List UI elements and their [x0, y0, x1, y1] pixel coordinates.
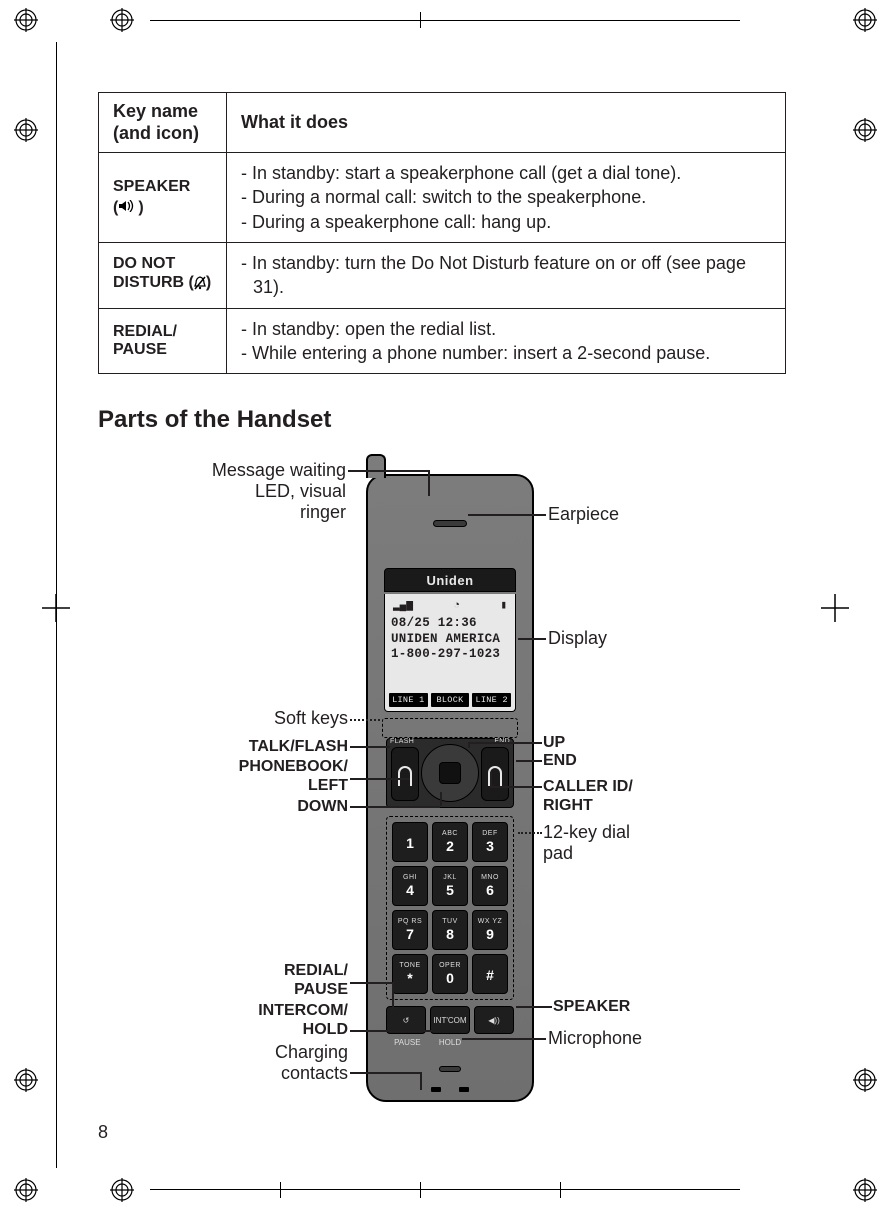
callout-up: UP	[543, 734, 565, 752]
callout-down: DOWN	[288, 798, 348, 816]
screen-line: 08/25 12:36	[391, 616, 509, 632]
table-row: REDIAL/ PAUSE - In standby: open the red…	[99, 308, 786, 374]
screen-line: UNIDEN AMERICA	[391, 632, 509, 648]
table-header-keyname: Key name (and icon)	[99, 93, 227, 153]
edge-tick	[420, 1182, 421, 1198]
key-label: SPEAKER	[113, 178, 190, 195]
dial-key: GHI4	[392, 866, 428, 906]
callout-talkflash: TALK/FLASH	[228, 738, 348, 756]
reg-mark	[14, 1178, 38, 1202]
callout-phonebook: PHONEBOOK/ LEFT	[218, 758, 348, 795]
dial-key: DEF3	[472, 822, 508, 862]
callout-earpiece: Earpiece	[548, 504, 619, 525]
reg-mark	[14, 118, 38, 142]
dial-key: WX YZ9	[472, 910, 508, 950]
reg-mark	[853, 8, 877, 32]
reg-mark	[14, 8, 38, 32]
reg-mark	[853, 1178, 877, 1202]
dpad	[421, 744, 479, 802]
callout-message-led: Message waiting LED, visual ringer	[206, 460, 346, 522]
edge-tick	[280, 1182, 281, 1198]
key-description: - In standby: start a speakerphone call …	[227, 153, 786, 243]
dial-key: 1	[392, 822, 428, 862]
nav-sublabel: FLASH	[390, 738, 414, 745]
callout-dialpad: 12-key dial pad	[543, 822, 633, 863]
key-description: - In standby: turn the Do Not Disturb fe…	[227, 243, 786, 309]
table-row: SPEAKER () - In standby: start a speaker…	[99, 153, 786, 243]
callout-redial: REDIAL/ PAUSE	[258, 962, 348, 999]
reg-mark	[110, 8, 134, 32]
reg-mark	[14, 1068, 38, 1092]
dial-key: MNO6	[472, 866, 508, 906]
reg-mark	[853, 118, 877, 142]
dial-key: JKL5	[432, 866, 468, 906]
key-function-table: Key name (and icon) What it does SPEAKER…	[98, 92, 786, 374]
dial-key: PQ RS7	[392, 910, 428, 950]
callout-callerid: CALLER ID/ RIGHT	[543, 778, 663, 815]
dial-key: TUV8	[432, 910, 468, 950]
edge-line	[150, 20, 740, 21]
dialpad-outline: 1ABC2DEF3 GHI4JKL5MNO6 PQ RS7TUV8WX YZ9 TON…	[386, 816, 514, 1000]
section-title: Parts of the Handset	[98, 406, 786, 434]
clock-icon: ◔	[453, 600, 460, 614]
dial-key: TONE*	[392, 954, 428, 994]
softkey-label: BLOCK	[431, 693, 470, 708]
key-label: DO NOT DISTURB	[113, 255, 184, 290]
display-screen: ▂▄▆ ◔ ▮ 08/25 12:36 UNIDEN AMERICA 1-800…	[384, 594, 516, 712]
microphone-slot	[439, 1066, 461, 1072]
screen-line: 1-800-297-1023	[391, 647, 509, 663]
table-header-whatitdoes: What it does	[227, 93, 786, 153]
table-row: DO NOT DISTURB () - In standby: turn the…	[99, 243, 786, 309]
softkey-label: LINE 2	[472, 693, 511, 708]
nav-cluster: FLASH END	[386, 738, 514, 808]
key-label: REDIAL/ PAUSE	[113, 323, 177, 358]
dial-key: ABC2	[432, 822, 468, 862]
reg-mark	[110, 1178, 134, 1202]
softkey-label: LINE 1	[389, 693, 428, 708]
crop-mark	[821, 594, 849, 622]
battery-icon: ▮	[500, 600, 507, 614]
earpiece-slot	[433, 520, 467, 527]
softkeys-outline	[382, 718, 518, 738]
page-content: Key name (and icon) What it does SPEAKER…	[98, 92, 786, 1132]
callout-intercom: INTERCOM/ HOLD	[238, 1002, 348, 1039]
callout-softkeys: Soft keys	[268, 708, 348, 729]
edge-tick	[420, 12, 421, 28]
brand-label: Uniden	[384, 568, 516, 592]
dial-key: #	[472, 954, 508, 994]
callout-speaker: SPEAKER	[553, 998, 630, 1016]
key-description: - In standby: open the redial list. - Wh…	[227, 308, 786, 374]
speaker-icon: ()	[113, 199, 144, 217]
handset-diagram: Uniden ▂▄▆ ◔ ▮ 08/25 12:36 UNIDEN AMERIC…	[98, 452, 786, 1132]
reg-mark	[853, 1068, 877, 1092]
antenna	[366, 454, 386, 478]
callout-microphone: Microphone	[548, 1028, 642, 1049]
edge-line	[56, 42, 57, 1168]
edge-line	[150, 1189, 740, 1190]
speaker-key: ◀))	[474, 1006, 514, 1034]
talk-key	[391, 747, 419, 801]
dial-key: OPER0	[432, 954, 468, 994]
bottom-sub-labels: PAUSE HOLD	[386, 1038, 514, 1052]
dnd-icon	[194, 276, 206, 295]
callout-end: END	[543, 752, 577, 770]
edge-tick	[560, 1182, 561, 1198]
end-key	[481, 747, 509, 801]
page-number: 8	[98, 1122, 108, 1143]
callout-charging: Charging contacts	[258, 1042, 348, 1083]
charging-contacts	[431, 1087, 469, 1092]
callout-display: Display	[548, 628, 607, 649]
signal-icon: ▂▄▆	[393, 600, 413, 614]
